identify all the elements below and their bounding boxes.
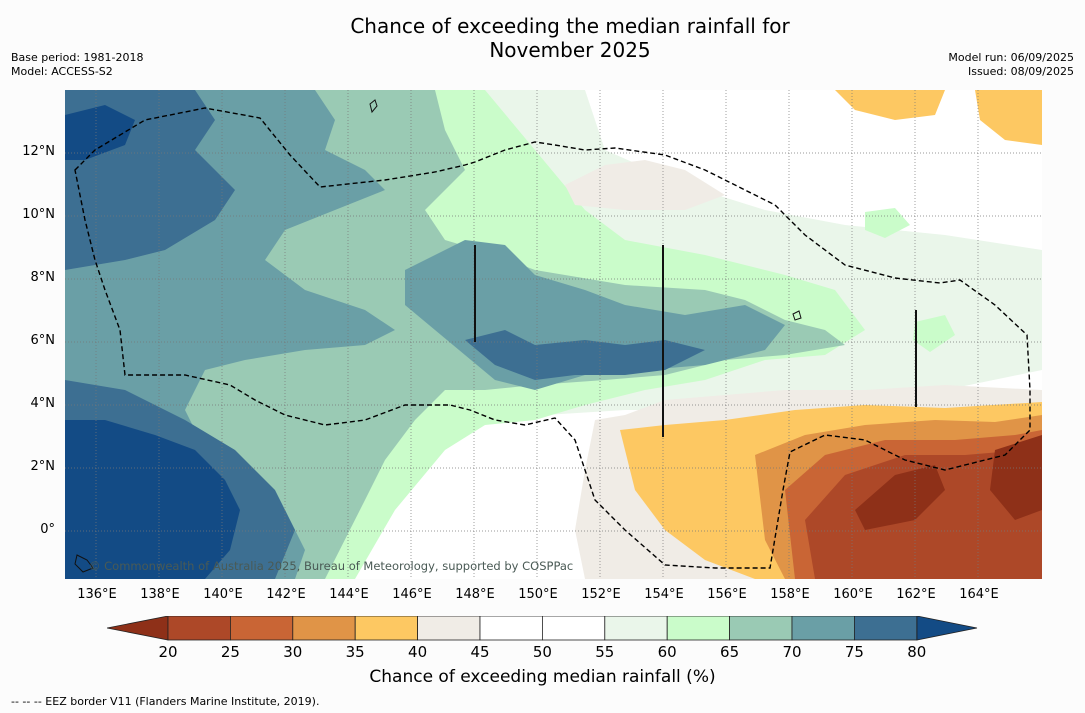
colorbar-tick-label: 25: [220, 643, 240, 661]
colorbar-tick-label: 60: [657, 643, 677, 661]
band-35-40-north: [835, 90, 945, 120]
colorbar-tick-label: 30: [283, 643, 303, 661]
colorbar-cell-25-30: [230, 616, 294, 641]
x-label-136e: 136°E: [77, 587, 117, 602]
band-20-25: [805, 445, 1042, 579]
colorbar-tick-label: 45: [470, 643, 490, 661]
y-label-12n: 12°N: [22, 144, 55, 159]
colorbar-extend-low: [107, 616, 169, 641]
band-75-80-central: [465, 330, 705, 380]
colorbar-label: Chance of exceeding median rainfall (%): [369, 667, 716, 687]
colorbar-cell-65-70: [729, 616, 793, 641]
band-40-45-north: [565, 160, 725, 210]
x-label-164e: 164°E: [959, 587, 999, 602]
y-label-4n: 4°N: [30, 396, 56, 411]
colorbar-tick-label: 65: [720, 643, 740, 661]
colorbar-cell-60-65: [666, 616, 731, 641]
model-run-date: Model run: 06/09/2025: [948, 51, 1074, 64]
copyright-notice: © Commonwealth of Australia 2025, Bureau…: [89, 559, 574, 573]
metadata-left: Base period: 1981-2018 Model: ACCESS-S2: [11, 51, 143, 79]
colorbar-tick-label: 55: [595, 643, 615, 661]
x-label-154e: 154°E: [644, 587, 684, 602]
eez-footnote: -- -- -- EEZ border V11 (Flanders Marine…: [11, 695, 320, 708]
x-label-140e: 140°E: [203, 587, 243, 602]
y-label-10n: 10°N: [22, 207, 55, 222]
x-label-152e: 152°E: [581, 587, 621, 602]
colorbar-cell-70-75: [791, 616, 855, 641]
y-label-0: 0°: [40, 522, 55, 537]
x-label-146e: 146°E: [392, 587, 432, 602]
colorbar-extend-high: [916, 616, 978, 641]
y-label-6n: 6°N: [30, 333, 56, 348]
x-label-158e: 158°E: [770, 587, 810, 602]
colorbar-cells: [167, 616, 918, 641]
colorbar-tick-label: 40: [408, 643, 428, 661]
issued-date: Issued: 08/09/2025: [967, 65, 1074, 78]
y-label-8n: 8°N: [30, 270, 56, 285]
base-period: Base period: 1981-2018: [11, 51, 144, 64]
fsm-boundary-lines: [474, 245, 917, 437]
colorbar-cell-50-55: [541, 616, 606, 641]
band-35-40-ne: [975, 90, 1042, 145]
islands: [74, 99, 802, 573]
band-above-80-north: [65, 105, 135, 160]
colorbar-cell-20-25: [167, 616, 231, 641]
band-below-20: [855, 465, 945, 530]
colorbar-tick-label: 80: [907, 643, 927, 661]
x-label-150e: 150°E: [518, 587, 558, 602]
x-label-162e: 162°E: [896, 587, 936, 602]
band-60-65-patch: [865, 208, 910, 238]
x-label-142e: 142°E: [266, 587, 306, 602]
x-label-156e: 156°E: [707, 587, 747, 602]
colorbar-tick-label: 35: [345, 643, 365, 661]
y-label-2n: 2°N: [30, 459, 56, 474]
colorbar-tick-label: 75: [844, 643, 864, 661]
map-title: Chance of exceeding the median rainfall …: [350, 14, 790, 62]
x-label-148e: 148°E: [455, 587, 495, 602]
x-label-144e: 144°E: [329, 587, 369, 602]
colorbar-cell-35-40: [354, 616, 418, 641]
band-60-65-patch-2: [913, 315, 955, 352]
band-below-20-east: [990, 435, 1042, 520]
model-name: Model: ACCESS-S2: [11, 65, 113, 78]
colorbar: [107, 616, 978, 641]
colorbar-cell-55-60: [604, 616, 668, 641]
colorbar-cell-45-50: [479, 616, 543, 641]
band-above-80: [65, 420, 240, 579]
graticule: [65, 90, 1042, 579]
x-label-138e: 138°E: [140, 587, 180, 602]
colorbar-tick-label: 50: [532, 643, 552, 661]
map-canvas: [65, 90, 1042, 579]
colorbar-cell-30-35: [292, 616, 356, 641]
colorbar-cell-75-80: [854, 616, 918, 641]
eez-border: [74, 107, 1031, 569]
x-label-160e: 160°E: [833, 587, 873, 602]
colorbar-cell-40-45: [417, 616, 481, 641]
rainfall-probability-map: © Commonwealth of Australia 2025, Bureau…: [65, 90, 1042, 579]
colorbar-tick-label: 70: [782, 643, 802, 661]
metadata-right: Model run: 06/09/2025 Issued: 08/09/2025: [948, 51, 1074, 79]
colorbar-tick-label: 20: [158, 643, 178, 661]
